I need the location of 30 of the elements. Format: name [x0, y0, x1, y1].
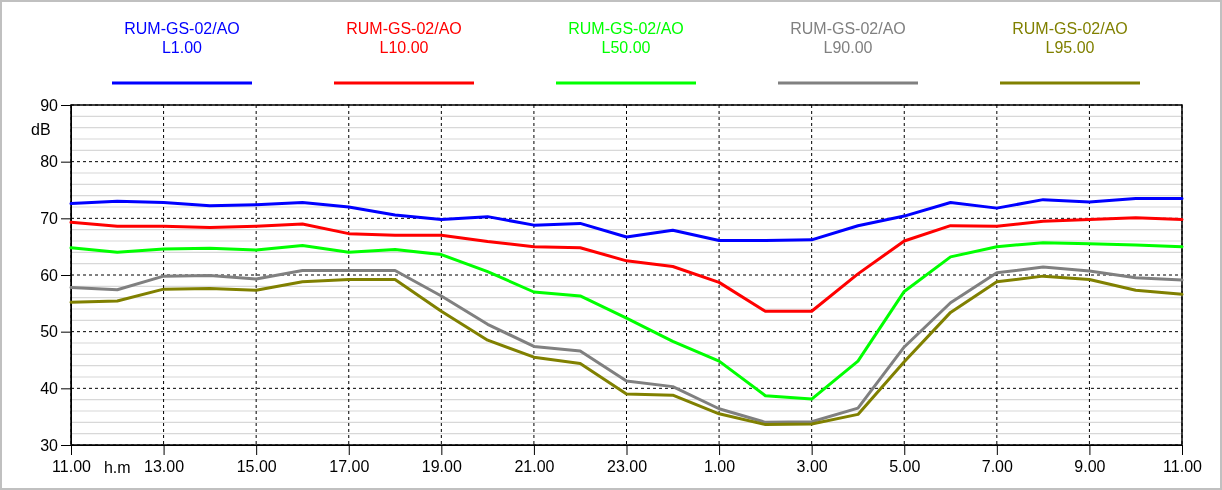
y-tick-label: 30	[40, 436, 59, 454]
text: RUM-GS-02/AO L1.00	[124, 20, 240, 57]
y-tick-label: 60	[40, 266, 59, 284]
y-axis-title: dB	[31, 121, 51, 138]
y-tick-label: 80	[40, 153, 59, 171]
x-tick-label: 17.00	[329, 458, 370, 476]
text: RUM-GS-02/AO L90.00	[790, 20, 906, 57]
y-tick-label: 50	[40, 323, 59, 341]
y-tick-label: 70	[40, 209, 59, 227]
x-tick-label: 1.00	[704, 458, 736, 476]
x-tick-label: 7.00	[981, 458, 1014, 476]
x-tick-label: 13.00	[144, 458, 185, 476]
y-tick-label: 40	[40, 379, 59, 397]
x-tick-label: 23.00	[606, 458, 648, 476]
x-tick-label: 19.00	[421, 458, 462, 476]
x-tick-label: 21.00	[514, 458, 555, 476]
line-series	[69, 197, 1184, 242]
x-axis-title: h.m	[103, 459, 131, 476]
text: RUM-GS-02/AO L95.00	[1012, 20, 1128, 57]
text: RUM-GS-02/AO L50.00	[568, 20, 684, 57]
x-tick-label: 3.00	[796, 458, 828, 476]
y-tick-label: 90	[40, 96, 59, 114]
x-tick-label: 9.00	[1074, 458, 1106, 476]
x-tick-label: 15.00	[236, 458, 277, 476]
x-tick-label: 11.00	[1163, 458, 1203, 476]
x-tick-label: 5.00	[889, 458, 921, 476]
text: RUM-GS-02/AO L10.00	[346, 20, 462, 57]
line-series	[69, 241, 1184, 401]
line-series	[69, 216, 1184, 313]
x-tick-label: 11.00	[52, 458, 92, 476]
